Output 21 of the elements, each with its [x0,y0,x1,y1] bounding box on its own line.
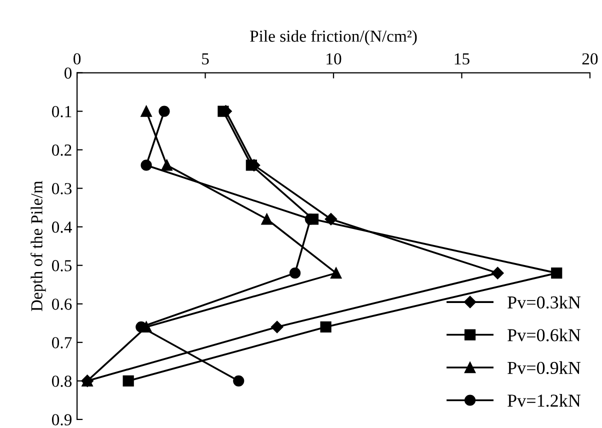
y-axis-title: Depth of the Pile/m [30,180,46,312]
y-tick-label: 0.9 [52,414,72,426]
legend-label: Pv=0.6kN [508,328,581,342]
y-tick-label: 0.4 [52,222,72,233]
y-tick-label: 0.6 [52,298,72,310]
x-tick-label: 0 [74,53,81,65]
y-tick-label: 0.8 [52,376,72,387]
y-tick-label: 0.1 [52,106,72,118]
x-tick-label: 10 [326,53,342,65]
y-tick-label: 0.3 [52,183,72,194]
y-tick-label: 0.5 [52,260,72,272]
x-tick-label: 15 [454,53,470,65]
x-axis-title: Pile side friction/(N/cm²) [250,30,417,46]
legend-label: Pv=1.2kN [508,394,581,407]
legend-label: Pv=0.3kN [508,296,581,309]
y-tick-label: 0.2 [52,144,72,156]
legend-label: Pv=0.9kN [508,361,581,374]
y-tick-label: 0 [64,67,72,79]
x-tick-label: 5 [202,53,209,65]
y-tick-label: 0.7 [52,337,72,348]
x-tick-label: 20 [582,53,598,65]
